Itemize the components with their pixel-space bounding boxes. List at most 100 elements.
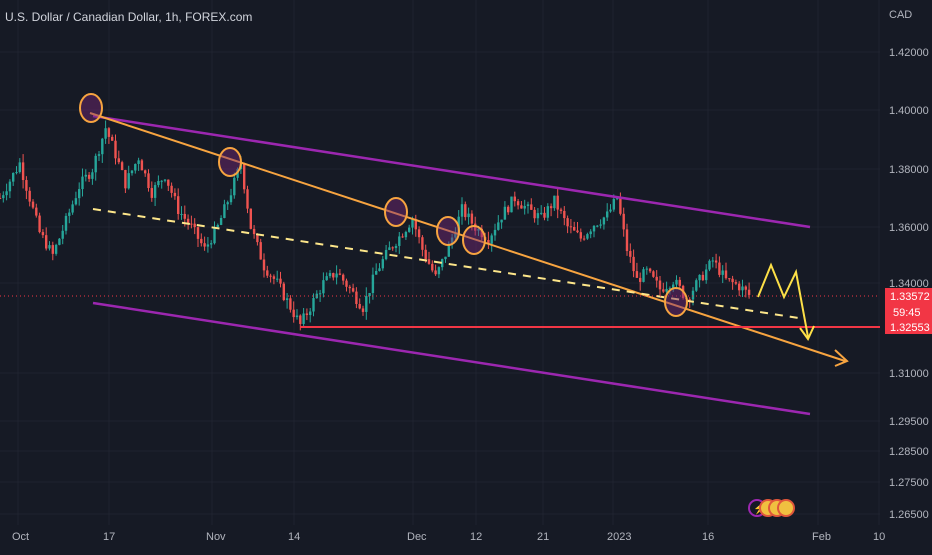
candle-body [503, 206, 507, 220]
candle-body [219, 217, 223, 225]
candle-body [563, 210, 566, 219]
candle-body [351, 288, 355, 292]
candle-body [325, 276, 328, 281]
candle-body [437, 267, 441, 275]
candle-body [157, 180, 160, 186]
x-tick-label: Feb [812, 531, 831, 543]
candle-body [734, 282, 738, 284]
candle-body [375, 271, 378, 275]
candle-body [51, 245, 54, 254]
candle-body [546, 206, 549, 218]
candle-body [642, 269, 645, 282]
candle-body [173, 192, 177, 197]
candle-body [540, 212, 543, 214]
candle-body [401, 236, 404, 238]
touch-point-circle [462, 225, 486, 255]
candle-body [391, 247, 394, 249]
candle-body [612, 199, 615, 210]
candle-body [658, 280, 662, 290]
candle-body [691, 290, 695, 300]
projection-path [757, 262, 809, 338]
candle-body [444, 256, 447, 260]
y-tick-label: 1.28500 [889, 446, 929, 458]
x-tick-label: 16 [702, 531, 714, 543]
x-tick-label: Nov [206, 531, 226, 543]
candle-body [335, 273, 338, 278]
candle-body [629, 251, 632, 257]
candle-body [510, 196, 513, 213]
candle-body [25, 180, 28, 191]
candle-body [223, 204, 226, 218]
candle-body [718, 262, 721, 275]
candle-body [619, 198, 622, 214]
candle-body [134, 163, 137, 171]
candle-body [153, 185, 157, 198]
candle-body [408, 227, 411, 232]
candle-body [71, 204, 74, 213]
candle-body [38, 215, 41, 233]
candle-body [130, 170, 134, 174]
candle-body [424, 249, 427, 260]
candle-body [675, 279, 678, 285]
candle-body [549, 206, 553, 209]
touch-point-circle [436, 216, 460, 246]
candle-body [361, 308, 365, 312]
x-tick-label: 17 [103, 531, 115, 543]
candle-body [500, 219, 503, 223]
candle-body [533, 209, 536, 219]
candle-body [639, 277, 642, 282]
candle-body [137, 160, 140, 164]
candle-body [378, 268, 381, 272]
candle-body [84, 174, 87, 177]
candle-body [371, 274, 375, 293]
candle-body [513, 196, 516, 202]
candle-body [477, 228, 480, 231]
candle-body [120, 162, 124, 170]
candle-body [0, 198, 2, 199]
candle-body [246, 189, 249, 209]
candle-body [615, 198, 619, 200]
y-tick-label: 1.42000 [889, 47, 929, 59]
candle-body [668, 288, 672, 290]
candle-body [731, 278, 734, 283]
candle-body [345, 280, 348, 287]
candle-body [216, 224, 219, 228]
candle-body [147, 173, 150, 189]
candle-body [582, 238, 586, 240]
orange-trendline [89, 112, 846, 362]
x-tick-label: Oct [12, 531, 29, 543]
candle-body [289, 298, 292, 310]
candle-body [338, 273, 342, 275]
y-tick-label: 1.36000 [889, 222, 929, 234]
y-tick-label: 1.31000 [889, 368, 929, 380]
candle-body [318, 293, 322, 295]
touch-point-circle [384, 197, 408, 227]
candle-body [279, 278, 282, 284]
event-icons[interactable]: ⚡ [748, 499, 795, 517]
candle-body [114, 140, 117, 159]
candle-body [625, 229, 629, 252]
candle-body [68, 212, 71, 216]
candle-body [54, 244, 58, 254]
candle-body [480, 228, 483, 238]
calendar-event-icon-3[interactable] [777, 499, 795, 517]
candle-body [170, 185, 173, 193]
candle-body [724, 270, 728, 279]
candle-body [688, 299, 691, 301]
candle-body [243, 164, 246, 190]
candle-body [721, 270, 724, 275]
candle-body [140, 160, 144, 171]
candle-body [58, 238, 61, 245]
candle-body [299, 315, 302, 324]
candle-body [81, 176, 84, 190]
candle-body [196, 227, 200, 239]
candle-body [305, 313, 309, 315]
candle-body [678, 279, 681, 286]
grid [0, 0, 880, 525]
candle-body [431, 263, 434, 271]
candle-body [252, 228, 256, 235]
current-price-label: 1.33572 [890, 291, 930, 303]
candle-body [747, 289, 751, 295]
candle-body [272, 276, 276, 279]
candle-body [206, 244, 210, 247]
